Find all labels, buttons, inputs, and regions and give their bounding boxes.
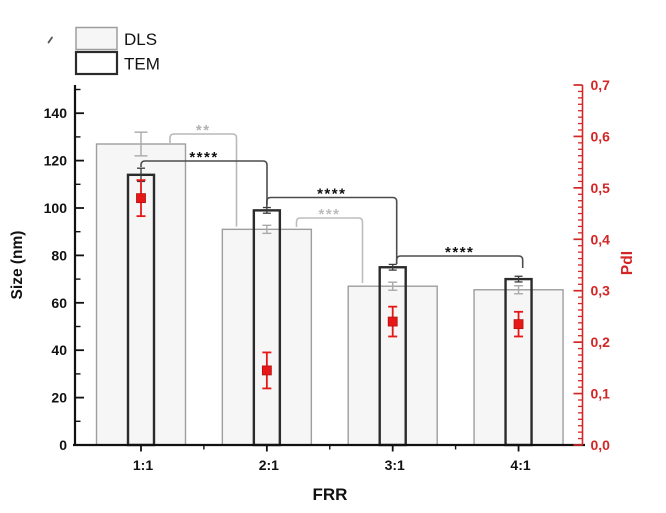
significance-bracket [169, 133, 238, 227]
left-axis-tick-label: 140 [44, 105, 68, 121]
left-axis-tick-label: 80 [51, 247, 67, 263]
tem-error-bar [262, 206, 271, 214]
significance-stars: *** [318, 206, 340, 223]
stray-mark [47, 36, 53, 44]
x-axis-tick-label: 1:1 [133, 457, 153, 473]
left-axis-title: Size (nm) [9, 231, 26, 300]
right-axis-tick-label: 0,1 [591, 386, 611, 402]
dls-error-bar [134, 131, 148, 157]
significance-bracket [295, 217, 364, 283]
left-axis-tick-label: 0 [59, 437, 67, 453]
significance-bracket [266, 196, 398, 264]
right-axis-tick-label: 0,2 [591, 334, 611, 350]
x-axis-tick-label: 4:1 [510, 457, 530, 473]
legend-swatch-tem [74, 50, 119, 76]
x-axis-tick-label: 2:1 [259, 457, 279, 473]
significance-stars: **** [317, 186, 346, 203]
right-axis-tick-label: 0,7 [591, 77, 611, 93]
significance-stars: **** [189, 149, 218, 166]
legend-label-tem: TEM [124, 55, 160, 74]
right-axis-tick-label: 0,3 [591, 283, 611, 299]
dls-bar [221, 228, 313, 446]
legend-label-dls: DLS [124, 30, 157, 49]
significance-stars: ** [196, 122, 211, 139]
x-axis-title: FRR [313, 485, 348, 504]
legend [74, 26, 119, 76]
dls-error-bar [262, 224, 272, 235]
significance-stars: **** [445, 244, 474, 261]
right-axis-tick-label: 0,6 [591, 128, 611, 144]
right-axis-tick-label: 0,4 [591, 231, 611, 247]
pdi-marker [513, 319, 524, 330]
left-axis-tick-label: 60 [51, 295, 67, 311]
left-axis-tick-label: 20 [51, 390, 67, 406]
tem-error-bar [514, 275, 523, 283]
left-axis-tick-label: 40 [51, 342, 67, 358]
left-axis-tick-label: 100 [44, 200, 68, 216]
dls-error-bar [514, 285, 524, 295]
right-axis-tick-label: 0,5 [591, 180, 611, 196]
dls-error-bar [388, 281, 398, 291]
significance-bracket [140, 160, 268, 205]
pdi-marker [387, 316, 398, 327]
legend-swatch-dls [75, 26, 118, 51]
pdi-marker [261, 365, 272, 376]
left-axis-tick-label: 120 [44, 153, 68, 169]
pdi-marker [136, 193, 146, 204]
right-axis-title: PdI [619, 251, 636, 275]
significance-bracket [395, 255, 524, 268]
right-axis-tick-label: 0,0 [591, 437, 611, 453]
x-axis-tick-label: 3:1 [385, 457, 405, 473]
tem-error-bar [388, 263, 397, 271]
